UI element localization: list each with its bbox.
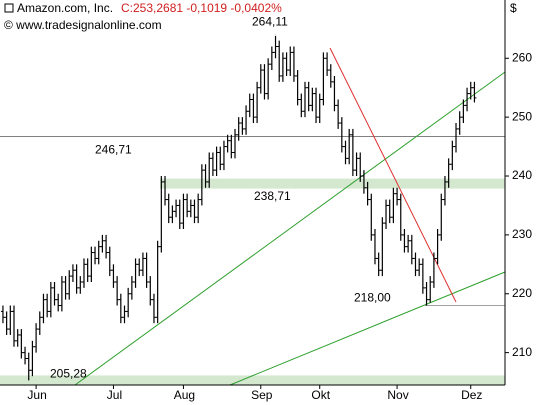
y-tick-label: 260 [512,50,532,64]
y-tick-label: 230 [512,227,532,241]
source: © www.tradesignalonline.com [4,18,162,32]
x-tick-label: Okt [311,388,330,402]
price-bars [0,34,477,381]
level-label: 205,28 [50,367,87,381]
level-band [0,375,505,386]
x-tick-label: Sep [251,388,273,402]
trend-line [229,271,506,386]
level-band [160,178,505,189]
level-bands [0,136,505,386]
x-tick-label: Jun [27,388,46,402]
level-label: 238,71 [254,189,291,203]
y-tick-label: 220 [512,286,532,300]
trend-line [329,47,457,303]
level-label: 264,11 [252,14,288,28]
header-bg [0,0,330,36]
level-label: 218,00 [354,291,391,305]
x-tick-label: Jul [107,388,122,402]
y-tick-label: 240 [512,168,532,182]
x-tick-label: Nov [387,388,408,402]
y-tick-label: 250 [512,109,532,123]
y-axis-label: $ [510,1,517,15]
level-label: 246,71 [95,143,132,157]
chart-subtitle: C:253,2681 -0,1019 -0,0402% [121,1,282,15]
x-tick-label: Aug [174,388,195,402]
trend-line [74,71,506,386]
y-tick-label: 210 [512,345,532,359]
chart-title: Amazon.com, Inc. [17,1,113,15]
x-tick-label: Dez [461,388,482,402]
checkbox[interactable] [4,3,14,13]
